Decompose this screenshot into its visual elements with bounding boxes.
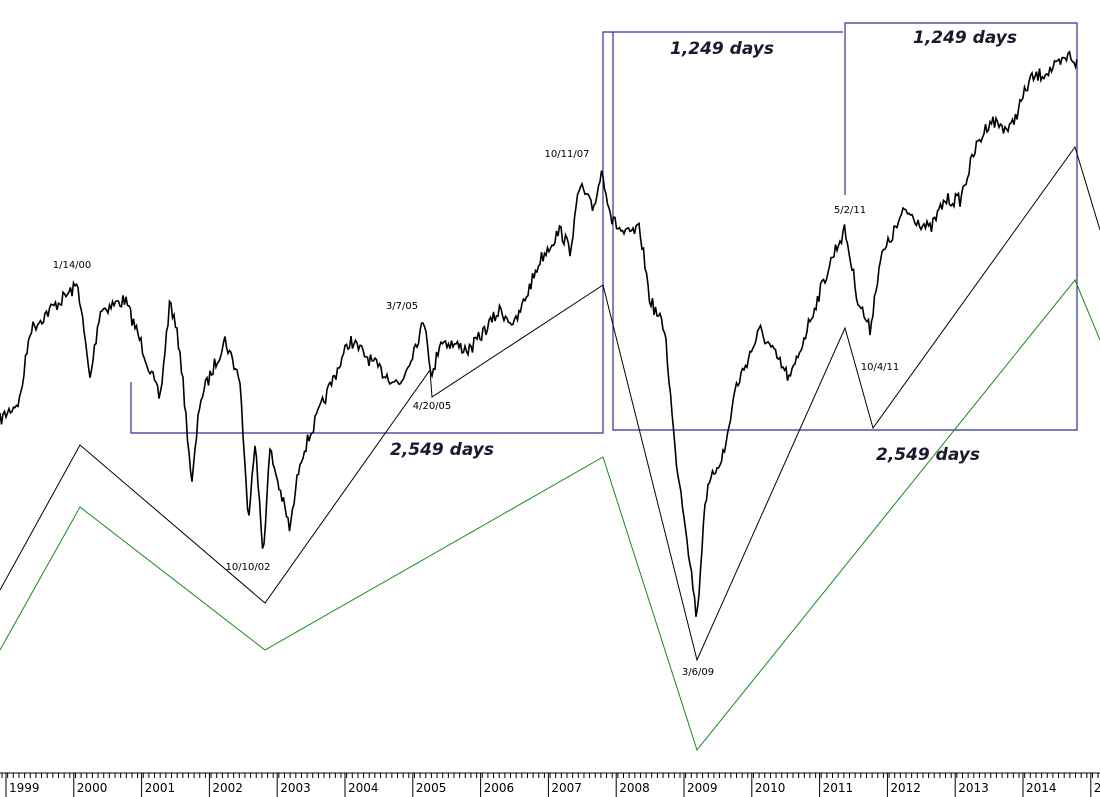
x-tick-label: 2013: [958, 781, 989, 795]
annotation: 1/14/00: [53, 260, 92, 271]
x-tick-label: 2000: [77, 781, 108, 795]
x-tick-label: 1999: [9, 781, 40, 795]
annotation: 1,249 days: [670, 39, 774, 59]
price-line: [0, 50, 1078, 617]
annotation: 3/7/05: [386, 301, 418, 312]
x-tick-label: 2010: [755, 781, 786, 795]
annotation: 2,549 days: [390, 440, 494, 460]
x-tick-label: 2012: [890, 781, 921, 795]
cycle-boxes: [130, 22, 1078, 434]
annotation: 5/2/11: [834, 205, 866, 216]
cycle-zigzag: [0, 145, 1100, 662]
cycle-box: [130, 31, 843, 434]
x-tick-label: 2005: [416, 781, 447, 795]
x-tick-label: 2014: [1026, 781, 1057, 795]
x-tick-label: 2009: [687, 781, 718, 795]
annotation: 1,249 days: [913, 28, 1017, 48]
annotation: 2,549 days: [876, 445, 980, 465]
x-tick-label: 2007: [551, 781, 582, 795]
annotation: 3/6/09: [682, 667, 714, 678]
x-ticks: [1, 773, 1099, 797]
x-tick-label: 2008: [619, 781, 650, 795]
x-tick-label: 2004: [348, 781, 379, 795]
annotation: 10/10/02: [226, 562, 271, 573]
x-tick-label: 2001: [145, 781, 176, 795]
annotation: 10/4/11: [861, 362, 900, 373]
annotation: 4/20/05: [413, 401, 452, 412]
x-tick-label: 2011: [823, 781, 854, 795]
cycle-zigzag-green: [0, 279, 1100, 752]
cycle-box: [612, 22, 1078, 431]
x-tick-label: 2: [1094, 781, 1100, 795]
x-tick-label: 2003: [280, 781, 311, 795]
x-tick-label: 2002: [212, 781, 243, 795]
x-tick-label: 2006: [484, 781, 515, 795]
annotation: 10/11/07: [545, 149, 590, 160]
